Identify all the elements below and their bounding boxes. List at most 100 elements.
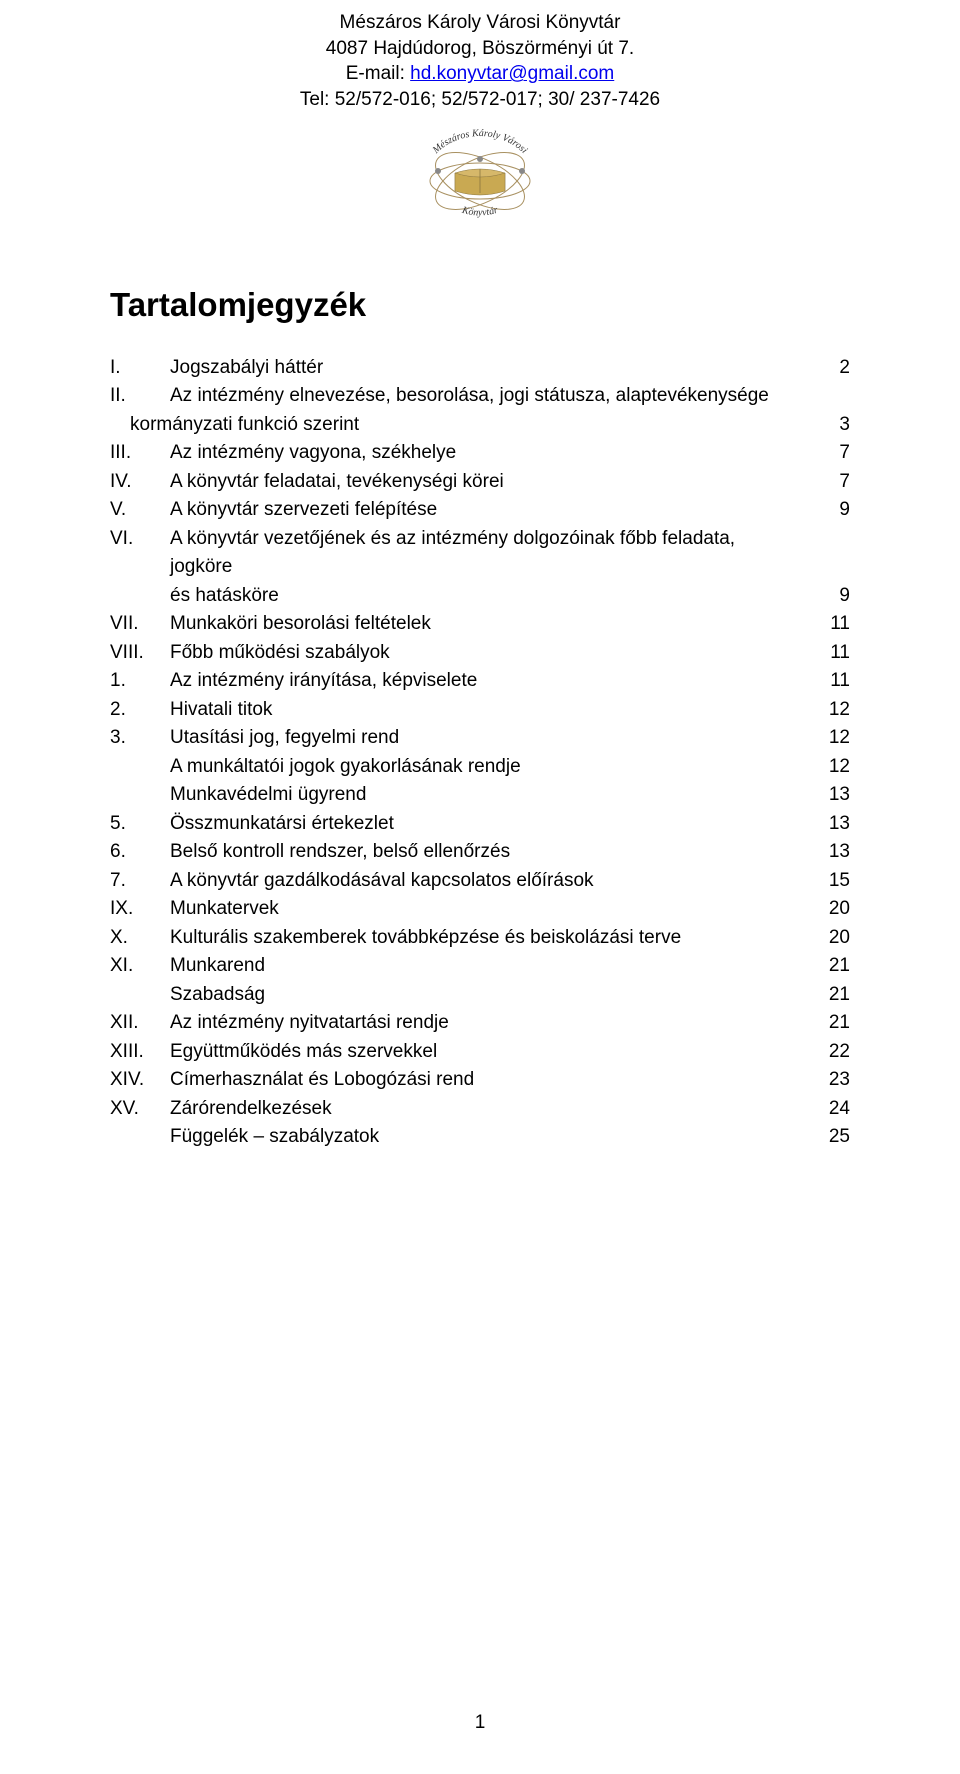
toc-label: Munkaköri besorolási feltételek [170, 610, 810, 639]
toc-num: X. [110, 924, 170, 953]
toc-label: Munkavédelmi ügyrend [170, 781, 810, 810]
toc-page: 12 [810, 696, 850, 725]
toc-label: Összmunkatársi értekezlet [170, 810, 810, 839]
toc-item: 1.Az intézmény irányítása, képviselete11 [110, 667, 850, 696]
svg-text:Könyvtár: Könyvtár [460, 204, 499, 218]
toc-label: Az intézmény elnevezése, besorolása, jog… [170, 382, 810, 411]
toc-num: VI. [110, 525, 170, 554]
toc-num: 6. [110, 838, 170, 867]
toc-num: V. [110, 496, 170, 525]
toc-page: 2 [810, 354, 850, 383]
toc-label: A könyvtár szervezeti felépítése [170, 496, 810, 525]
toc-num: 7. [110, 867, 170, 896]
toc-label: kormányzati funkció szerint [130, 411, 810, 440]
library-logo-icon: Mészáros Károly Városi Könyvtár [410, 121, 550, 231]
toc-item: III.Az intézmény vagyona, székhelye7 [110, 439, 850, 468]
toc-page: 11 [810, 639, 850, 668]
toc-num: IV. [110, 468, 170, 497]
toc-label: Utasítási jog, fegyelmi rend [170, 724, 810, 753]
toc-page: 9 [810, 496, 850, 525]
toc-num: III. [110, 439, 170, 468]
toc-item: 6.Belső kontroll rendszer, belső ellenőr… [110, 838, 850, 867]
toc-label: A könyvtár vezetőjének és az intézmény d… [170, 525, 810, 582]
toc-page: 20 [810, 924, 850, 953]
toc-item: I.Jogszabályi háttér2 [110, 354, 850, 383]
page-number: 1 [110, 1712, 850, 1734]
toc-page: 9 [810, 582, 850, 611]
toc-item: V.A könyvtár szervezeti felépítése9 [110, 496, 850, 525]
toc-label: Munkatervek [170, 895, 810, 924]
toc-page: 12 [810, 753, 850, 782]
toc-label: Munkarend [170, 952, 810, 981]
toc-page: 3 [810, 411, 850, 440]
toc-label: A könyvtár gazdálkodásával kapcsolatos e… [170, 867, 810, 896]
toc-page: 13 [810, 810, 850, 839]
org-tel: Tel: 52/572-016; 52/572-017; 30/ 237-742… [110, 87, 850, 113]
toc-item: 2.Hivatali titok12 [110, 696, 850, 725]
toc-num: 1. [110, 667, 170, 696]
toc-item: XI.Munkarend21 [110, 952, 850, 981]
toc-num: VIII. [110, 639, 170, 668]
toc-num: 3. [110, 724, 170, 753]
toc-label: Függelék – szabályzatok [170, 1123, 810, 1152]
toc-item: 7.A könyvtár gazdálkodásával kapcsolatos… [110, 867, 850, 896]
toc-label: Belső kontroll rendszer, belső ellenőrzé… [170, 838, 810, 867]
toc-label: Főbb működési szabályok [170, 639, 810, 668]
toc-page: 15 [810, 867, 850, 896]
toc-page: 20 [810, 895, 850, 924]
toc-page: 12 [810, 724, 850, 753]
toc-num: XI. [110, 952, 170, 981]
toc-page: 13 [810, 781, 850, 810]
toc-page: 11 [810, 667, 850, 696]
toc-num: 2. [110, 696, 170, 725]
toc-page: 24 [810, 1095, 850, 1124]
toc-item: XII.Az intézmény nyitvatartási rendje21 [110, 1009, 850, 1038]
toc-label: A könyvtár feladatai, tevékenységi körei [170, 468, 810, 497]
toc-item: Munkavédelmi ügyrend13 [110, 781, 850, 810]
toc-page: 13 [810, 838, 850, 867]
toc-page: 22 [810, 1038, 850, 1067]
toc-item: IV.A könyvtár feladatai, tevékenységi kö… [110, 468, 850, 497]
email-link[interactable]: hd.konyvtar@gmail.com [410, 63, 614, 84]
toc-item: VII.Munkaköri besorolási feltételek11 [110, 610, 850, 639]
logo-wrap: Mészáros Károly Városi Könyvtár [110, 121, 850, 236]
toc-num: II. [110, 382, 170, 411]
toc-page: 7 [810, 439, 850, 468]
toc-item: Függelék – szabályzatok25 [110, 1123, 850, 1152]
toc-item: VI.A könyvtár vezetőjének és az intézmén… [110, 525, 850, 582]
toc-item: XIV.Címerhasználat és Lobogózási rend23 [110, 1066, 850, 1095]
org-email-line: E-mail: hd.konyvtar@gmail.com [110, 61, 850, 87]
toc-page: 25 [810, 1123, 850, 1152]
toc-item: Szabadság21 [110, 981, 850, 1010]
toc-label: Hivatali titok [170, 696, 810, 725]
toc-label: Az intézmény nyitvatartási rendje [170, 1009, 810, 1038]
toc-num: XV. [110, 1095, 170, 1124]
toc-label: Együttműködés más szervekkel [170, 1038, 810, 1067]
letterhead: Mészáros Károly Városi Könyvtár 4087 Haj… [110, 10, 850, 113]
toc-label: Címerhasználat és Lobogózási rend [170, 1066, 810, 1095]
toc-label: és hatásköre [170, 582, 810, 611]
toc-item: II.Az intézmény elnevezése, besorolása, … [110, 382, 850, 411]
org-address: 4087 Hajdúdorog, Böszörményi út 7. [110, 36, 850, 62]
toc-page: 11 [810, 610, 850, 639]
toc-page: 21 [810, 981, 850, 1010]
toc-label: Jogszabályi háttér [170, 354, 810, 383]
svg-text:Mészáros Károly Városi: Mészáros Károly Városi [430, 127, 530, 156]
toc-num: VII. [110, 610, 170, 639]
toc-label: A munkáltatói jogok gyakorlásának rendje [170, 753, 810, 782]
toc-num: I. [110, 354, 170, 383]
toc-label: Az intézmény irányítása, képviselete [170, 667, 810, 696]
toc-item: X.Kulturális szakemberek továbbképzése é… [110, 924, 850, 953]
toc-num: IX. [110, 895, 170, 924]
toc-item: 3.Utasítási jog, fegyelmi rend12 [110, 724, 850, 753]
toc-list: I.Jogszabályi háttér2 II.Az intézmény el… [110, 354, 850, 1152]
toc-num: XIV. [110, 1066, 170, 1095]
toc-item: XIII.Együttműködés más szervekkel22 [110, 1038, 850, 1067]
toc-item: A munkáltatói jogok gyakorlásának rendje… [110, 753, 850, 782]
toc-label: Az intézmény vagyona, székhelye [170, 439, 810, 468]
toc-item: és hatásköre9 [110, 582, 850, 611]
toc-label: Szabadság [170, 981, 810, 1010]
toc-num: XIII. [110, 1038, 170, 1067]
toc-label: Zárórendelkezések [170, 1095, 810, 1124]
toc-num: 5. [110, 810, 170, 839]
